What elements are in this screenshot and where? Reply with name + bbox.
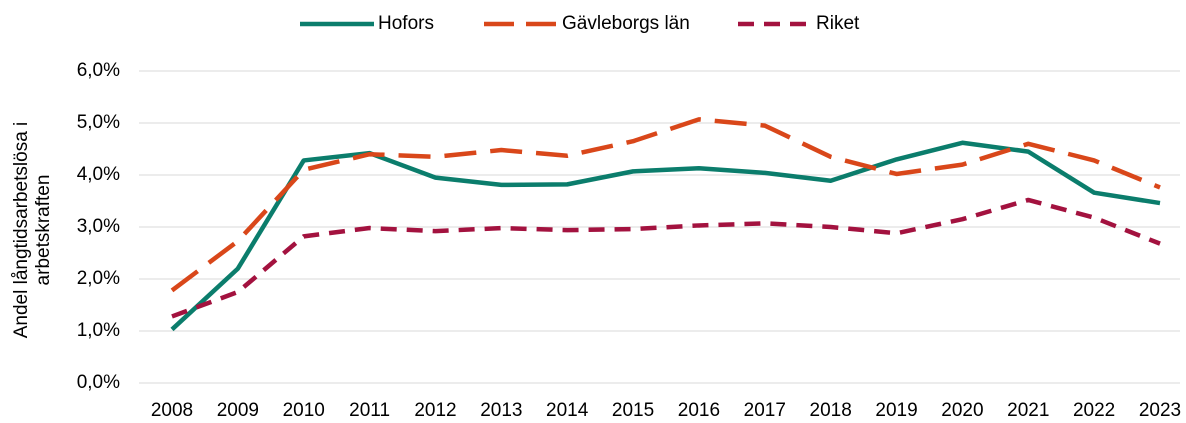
y-tick-label: 6,0%: [77, 60, 120, 81]
x-tick-label: 2017: [744, 400, 786, 421]
legend-label: Gävleborgs län: [562, 13, 690, 34]
line-series: [171, 197, 1161, 319]
x-tick-label: 2009: [217, 400, 259, 421]
y-tick-label: 0,0%: [77, 372, 120, 393]
x-tick-label: 2016: [678, 400, 720, 421]
x-tick-label: 2014: [546, 400, 589, 421]
x-tick-label: 2022: [1073, 400, 1115, 421]
y-axis-label: Andel långtidsarbetslösa i: [11, 122, 32, 339]
line-series: [170, 117, 1161, 293]
legend-label: Hofors: [378, 13, 434, 34]
x-tick-label: 2015: [612, 400, 654, 421]
x-tick-label: 2010: [283, 400, 325, 421]
x-tick-label: 2020: [941, 400, 983, 421]
y-tick-label: 3,0%: [77, 216, 120, 237]
x-tick-label: 2011: [349, 400, 390, 421]
x-tick-label: 2019: [875, 400, 917, 421]
y-axis-label: arbetskraften: [33, 175, 54, 286]
x-tick-label: 2018: [810, 400, 852, 421]
y-tick-label: 1,0%: [77, 320, 120, 341]
x-tick-label: 2008: [151, 400, 193, 421]
y-tick-label: 5,0%: [77, 112, 120, 133]
legend-label: Riket: [816, 13, 860, 34]
x-tick-label: 2021: [1007, 400, 1049, 421]
y-tick-label: 2,0%: [77, 268, 120, 289]
line-series: [170, 140, 1161, 332]
y-tick-label: 4,0%: [77, 164, 120, 185]
x-tick-label: 2012: [414, 400, 456, 421]
x-tick-label: 2013: [480, 400, 522, 421]
x-tick-label: 2023: [1139, 400, 1181, 421]
